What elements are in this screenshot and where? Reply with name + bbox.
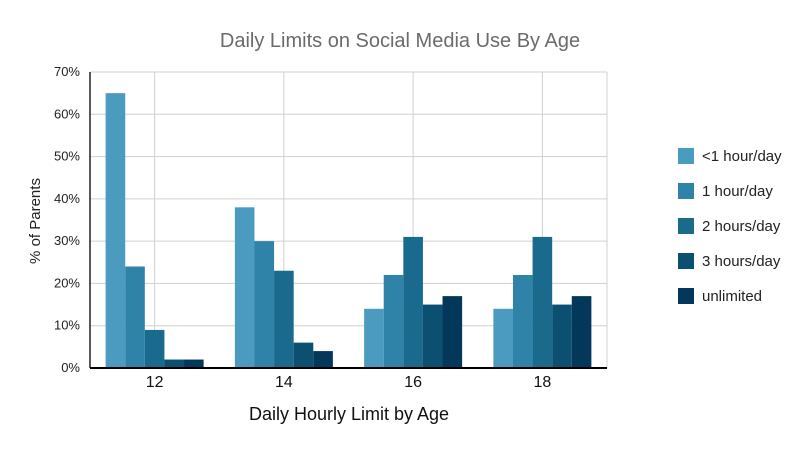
legend-swatch (678, 253, 694, 269)
bar (512, 274, 533, 368)
bar (144, 329, 165, 368)
bar (571, 296, 592, 368)
x-tick-label: 18 (533, 374, 551, 391)
legend-swatch (678, 288, 694, 304)
bar (164, 359, 185, 368)
legend-label: unlimited (702, 288, 762, 305)
bar (184, 359, 204, 368)
x-tick-label: 16 (404, 374, 422, 391)
bar (105, 93, 126, 369)
bar (422, 304, 443, 368)
bar (532, 236, 553, 368)
bar (313, 351, 333, 368)
chart-title: Daily Limits on Social Media Use By Age (220, 30, 580, 52)
bar (254, 241, 275, 368)
bar (364, 308, 384, 368)
y-tick-label: 20% (54, 275, 80, 290)
bar (442, 296, 463, 368)
legend-swatch (678, 148, 694, 164)
y-tick-label: 0% (61, 360, 80, 375)
y-tick-label: 10% (54, 318, 80, 333)
y-axis-label: % of Parents (27, 178, 44, 264)
bars (105, 93, 592, 369)
y-axis-ticks: 0% 10% 20% 30% 40% 50% 60% 70% (54, 64, 80, 375)
legend-swatch (678, 218, 694, 234)
legend: <1 hour/day 1 hour/day 2 hours/day 3 hours/… (678, 148, 782, 305)
x-axis-label: Daily Hourly Limit by Age (249, 404, 449, 424)
bar (125, 266, 145, 368)
bar (403, 236, 423, 368)
bar (493, 308, 513, 368)
y-tick-label: 40% (54, 191, 80, 206)
y-tick-label: 50% (54, 149, 80, 164)
legend-label: 1 hour/day (702, 183, 773, 200)
legend-label: 2 hours/day (702, 218, 781, 235)
y-tick-label: 60% (54, 106, 80, 121)
bar (234, 207, 255, 368)
y-tick-label: 70% (54, 64, 80, 79)
bar (383, 274, 404, 368)
bar (293, 342, 314, 368)
x-tick-label: 12 (146, 374, 164, 391)
x-tick-label: 14 (275, 374, 293, 391)
bar (552, 304, 572, 368)
bar (274, 270, 294, 368)
legend-label: 3 hours/day (702, 253, 781, 270)
legend-label: <1 hour/day (702, 148, 782, 165)
x-axis-ticks: 12 14 16 18 (146, 374, 552, 391)
y-tick-label: 30% (54, 233, 80, 248)
legend-swatch (678, 183, 694, 199)
